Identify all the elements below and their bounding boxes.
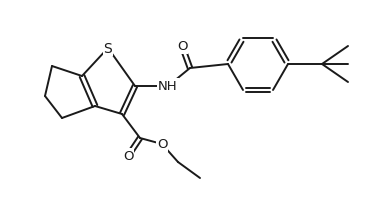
Text: O: O: [123, 150, 133, 163]
Text: S: S: [104, 42, 112, 56]
Text: O: O: [157, 138, 167, 151]
Text: O: O: [177, 40, 187, 53]
Text: NH: NH: [158, 80, 178, 93]
